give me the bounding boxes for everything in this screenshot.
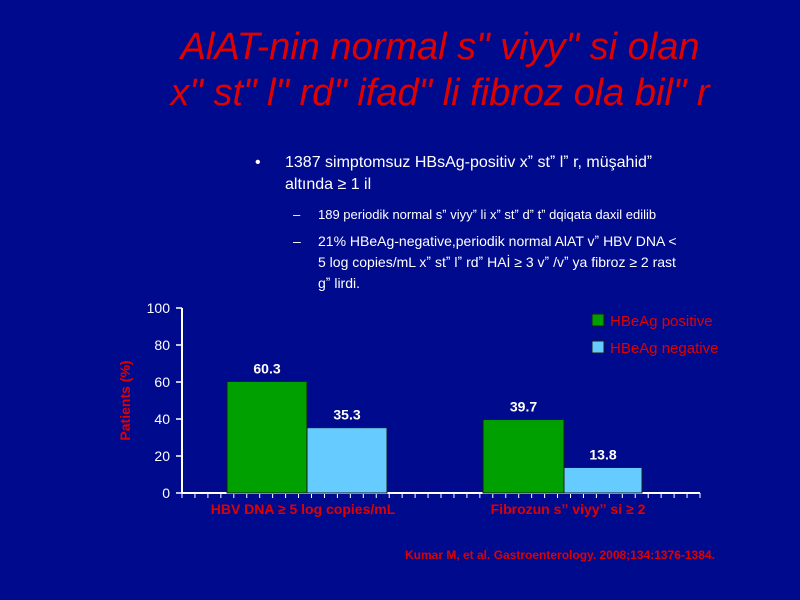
y-tick-label: 100 [147,300,171,316]
bullet-sub-2: 21% HBeAg-negative,periodik normal AlAT … [255,231,795,294]
y-tick-label: 0 [162,485,170,501]
legend-swatch [591,313,605,327]
bullet-sub-1: 189 periodik normal sˮ viyyˮ li xˮ stˮ d… [255,204,795,225]
y-tick-label: 60 [154,374,170,390]
bar-data-label: 39.7 [510,399,537,415]
bar-negative [306,427,388,494]
slide-title-line-1: AlAT-nin normal s" viyy" si olan [180,26,700,68]
legend-swatch [591,340,605,354]
chart-plot-area: 0 20 40 60 80 100 Patients (%) 60.3 35.3 HBV DNA … [117,300,718,517]
y-tick-label: 20 [154,448,170,464]
y-tick-label: 80 [154,337,170,353]
bullet-sub-2-line-1: 21% HBeAg-negative,periodik normal AlAT … [318,233,677,249]
x-category-label: Fibrozun sˮ viyyˮ si ≥ 2 [491,501,646,517]
citation: Kumar M, et al. Gastroenterology. 2008;1… [405,548,715,562]
bullet-main-line-1: 1387 simptomsuz HBsAg-positiv xˮ stˮ lˮ … [285,154,653,171]
legend-label: HBeAg positive [610,313,713,330]
y-tick-label: 40 [154,411,170,427]
legend-label: HBeAg negative [610,340,718,357]
x-category-label: HBV DNA ≥ 5 log copies/mL [211,501,396,517]
bullet-main-line-2: altında ≥ 1 il [285,176,372,193]
slide-title-line-2: x" st" l" rd" ifad" li fibroz ola bil" r [170,72,710,114]
bar-data-label: 13.8 [589,446,616,462]
bullet-sub-2-line-2: 5 log copies/mL xˮ stˮ lˮ rdˮ HAİ ≥ 3 vˮ… [318,254,676,270]
bullet-main: 1387 simptomsuz HBsAg-positiv xˮ stˮ lˮ … [255,152,795,196]
bullet-sub-1-text: 189 periodik normal sˮ viyyˮ li xˮ stˮ d… [318,207,657,222]
bar-positive [226,380,308,494]
bar-data-label: 60.3 [253,360,280,376]
y-axis-title: Patients (%) [117,360,133,440]
slide-title: AlAT-nin normal s" viyy" si olan x" st" … [90,24,790,116]
bar-positive [482,419,565,494]
bullet-sub-2-line-3: gˮ lirdi. [318,275,361,291]
bullet-list: 1387 simptomsuz HBsAg-positiv xˮ stˮ lˮ … [255,152,795,294]
bar-negative [563,466,643,494]
bar-data-label: 35.3 [333,407,360,423]
